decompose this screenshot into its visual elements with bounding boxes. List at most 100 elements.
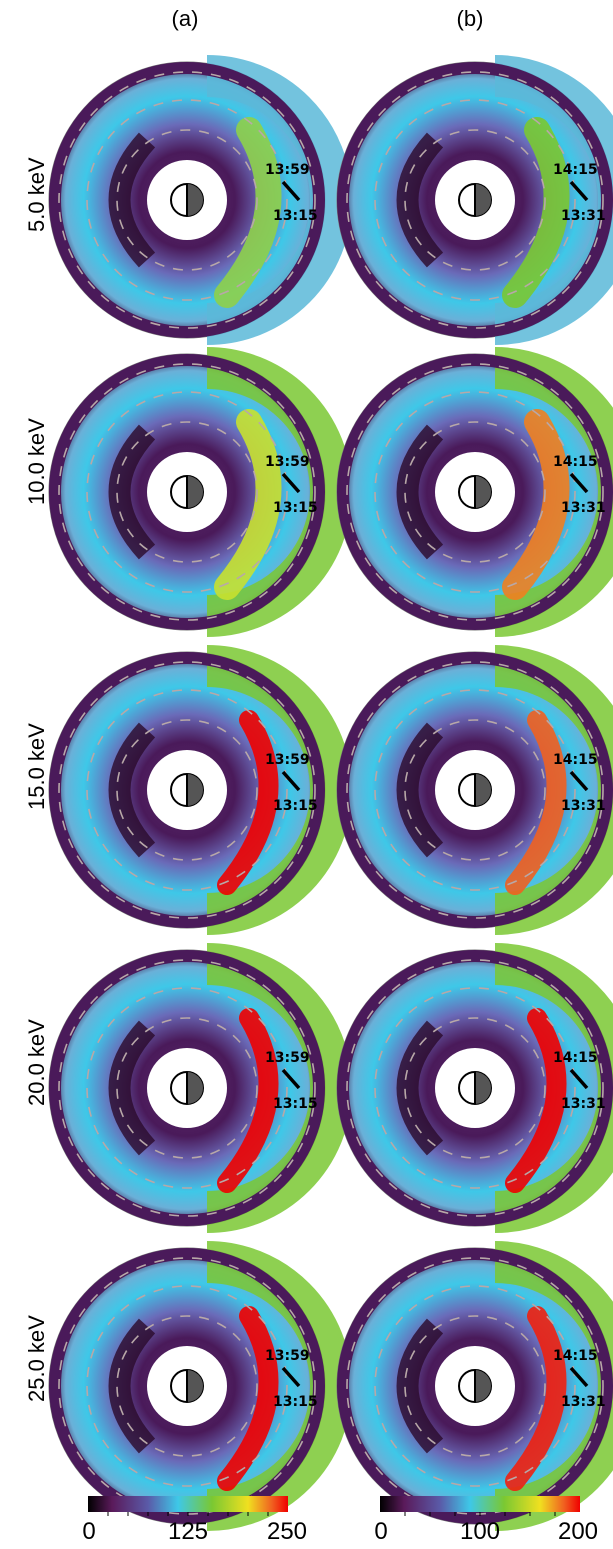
orbit-end-time: 13:31 [561,1394,606,1410]
hot-crescent [217,710,279,895]
polar-panel-a-2: 13:59 13:15 [48,347,352,637]
orbit-start-time: 13:59 [265,454,310,470]
hot-crescent [217,1306,279,1491]
orbit-start-time: 14:15 [553,752,598,768]
colorbar-a-tick-0: 0 [82,1518,96,1545]
orbit-end-time: 13:15 [273,1394,318,1410]
polar-panel-b-1: 14:15 13:31 [336,55,613,345]
polar-panel-b-5: 14:15 13:31 [336,1241,613,1531]
dashed-contour [374,689,576,891]
orbit-end-time: 13:15 [273,500,318,516]
orbit-segment [569,770,589,792]
polar-panel-b-2: 14:15 13:31 [336,347,613,637]
dashed-contour [58,1257,316,1515]
dashed-contour [86,99,288,301]
earth-icon [458,183,492,217]
orbit-start-time: 14:15 [553,1348,598,1364]
earth-icon [170,773,204,807]
polar-panel-a-3: 13:59 13:15 [48,645,352,935]
hot-crescent [217,1008,279,1193]
polar-panel-a-5: 13:59 13:15 [48,1241,352,1531]
hot-crescent [505,710,567,895]
colorbar-b-tick-1: 100 [459,1518,501,1545]
dashed-contour [374,987,576,1189]
dashed-contour [86,987,288,1189]
hot-crescent [502,409,570,600]
dashed-contour [58,959,316,1217]
polar-panel-b-3: 14:15 13:31 [336,645,613,935]
column-label-b: (b) [456,6,484,31]
orbit-segment [281,1068,301,1090]
dashed-contour [86,391,288,593]
earth-icon [170,183,204,217]
orbit-start-time: 13:59 [265,1348,310,1364]
hot-crescent [505,1008,567,1193]
polar-panel-a-1: 13:59 13:15 [48,55,352,345]
orbit-segment [281,180,301,202]
dashed-contour [346,71,604,329]
orbit-segment [569,180,589,202]
colorbar-b-tick-2: 200 [557,1518,599,1545]
orbit-start-time: 13:59 [265,1050,310,1066]
orbit-segment [569,1366,589,1388]
earth-icon [458,773,492,807]
dashed-contour [346,661,604,919]
hot-crescent [214,409,282,600]
orbit-segment [569,472,589,494]
orbit-start-time: 13:59 [265,162,310,178]
polar-panel-a-4: 13:59 13:15 [48,943,352,1233]
dashed-contour [86,1285,288,1487]
orbit-start-time: 14:15 [553,454,598,470]
orbit-end-time: 13:31 [561,500,606,516]
dashed-contour [58,363,316,621]
orbit-start-time: 13:59 [265,752,310,768]
orbit-end-time: 13:31 [561,1096,606,1112]
orbit-segment [281,472,301,494]
dashed-contour [404,719,546,861]
orbit-end-time: 13:15 [273,1096,318,1112]
dashed-contour [374,391,576,593]
dashed-contour [116,1315,258,1457]
dashed-contour [404,1017,546,1159]
earth-icon [458,1071,492,1105]
orbit-start-time: 14:15 [553,1050,598,1066]
dashed-contour [404,421,546,563]
column-label-a: (a) [171,6,199,31]
dashed-contour [116,129,258,271]
orbit-end-time: 13:15 [273,798,318,814]
orbit-start-time: 14:15 [553,162,598,178]
dashed-contour [374,99,576,301]
dashed-contour [404,129,546,271]
colorbar-b-tick-0: 0 [374,1518,388,1545]
orbit-end-time: 13:31 [561,208,606,224]
colorbar-a-tick-1: 125 [167,1518,209,1545]
dashed-contour [346,959,604,1217]
dashed-contour [116,719,258,861]
hot-crescent [505,1306,567,1491]
orbit-segment [281,1366,301,1388]
earth-icon [458,1369,492,1403]
colorbar-a [88,1496,288,1516]
dashed-contour [116,1017,258,1159]
earth-icon [170,1369,204,1403]
colorbar-b [380,1496,580,1516]
polar-panel-b-4: 14:15 13:31 [336,943,613,1233]
dashed-contour [58,71,316,329]
earth-icon [458,475,492,509]
dashed-contour [346,363,604,621]
colorbar-a-tick-2: 250 [266,1518,308,1545]
orbit-end-time: 13:15 [273,208,318,224]
dashed-contour [404,1315,546,1457]
dashed-contour [116,421,258,563]
hot-crescent [214,117,282,308]
orbit-end-time: 13:31 [561,798,606,814]
orbit-segment [281,770,301,792]
orbit-segment [569,1068,589,1090]
hot-crescent [502,117,570,308]
earth-icon [170,1071,204,1105]
dashed-contour [374,1285,576,1487]
dashed-contour [346,1257,604,1515]
dashed-contour [86,689,288,891]
earth-icon [170,475,204,509]
dashed-contour [58,661,316,919]
